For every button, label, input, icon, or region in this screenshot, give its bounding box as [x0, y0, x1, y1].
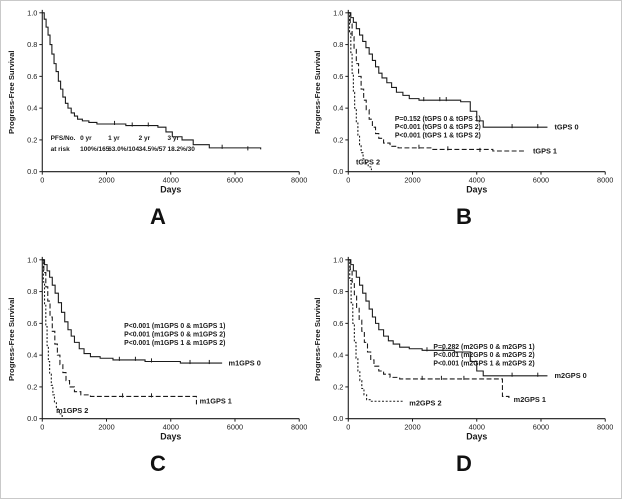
panel-b: 0 2000 4000 6000 8000 0.0 0.2 0.4 0.6 0.8 1.0 Days P… [311, 3, 617, 250]
svg-text:0.6: 0.6 [333, 72, 343, 81]
svg-text:0.8: 0.8 [27, 40, 37, 49]
svg-text:4000: 4000 [163, 175, 179, 184]
svg-text:tGPS 0: tGPS 0 [554, 123, 578, 132]
svg-text:0.8: 0.8 [27, 287, 37, 296]
svg-text:0: 0 [346, 422, 350, 431]
svg-text:4000: 4000 [469, 175, 485, 184]
svg-text:P<0.001 (m2GPS 0 & m2GPS 2): P<0.001 (m2GPS 0 & m2GPS 2) [433, 352, 534, 359]
svg-text:0.0: 0.0 [333, 167, 343, 176]
panel-label-a: A [150, 204, 166, 230]
panel-label-c: C [150, 450, 166, 476]
svg-text:34.5%/57: 34.5%/57 [139, 146, 167, 153]
svg-text:6000: 6000 [533, 422, 549, 431]
svg-text:0.8: 0.8 [333, 40, 343, 49]
svg-text:6000: 6000 [533, 175, 549, 184]
svg-text:1.0: 1.0 [333, 255, 343, 264]
svg-text:6000: 6000 [227, 175, 243, 184]
svg-text:Progress-Free Survival: Progress-Free Survival [7, 297, 16, 381]
panel-label-b: B [456, 204, 472, 230]
svg-text:m2GPS 1: m2GPS 1 [514, 395, 546, 404]
svg-text:P=0.282 (m2GPS 0 & m2GPS 1): P=0.282 (m2GPS 0 & m2GPS 1) [433, 343, 534, 350]
svg-text:2000: 2000 [404, 175, 420, 184]
svg-text:P<0.001 (tGPS 1 & tGPS 2): P<0.001 (tGPS 1 & tGPS 2) [395, 133, 481, 140]
svg-text:1.0: 1.0 [27, 255, 37, 264]
svg-text:0: 0 [40, 175, 44, 184]
svg-text:0.2: 0.2 [333, 135, 343, 144]
svg-text:Progress-Free Survival: Progress-Free Survival [313, 297, 322, 381]
svg-text:0.8: 0.8 [333, 287, 343, 296]
svg-text:0.2: 0.2 [27, 135, 37, 144]
svg-text:3 yr: 3 yr [168, 135, 180, 142]
svg-text:P=0.152 (tGPS 0 & tGPS 1): P=0.152 (tGPS 0 & tGPS 1) [395, 116, 481, 123]
svg-text:m1GPS 0: m1GPS 0 [229, 358, 261, 367]
svg-text:6000: 6000 [227, 422, 243, 431]
svg-text:P<0.001 (tGPS 0 & tGPS 2): P<0.001 (tGPS 0 & tGPS 2) [395, 124, 481, 131]
svg-text:tGPS 1: tGPS 1 [533, 146, 557, 155]
svg-text:8000: 8000 [597, 422, 613, 431]
svg-text:m2GPS 0: m2GPS 0 [554, 371, 586, 380]
svg-text:m1GPS 2: m1GPS 2 [56, 406, 88, 415]
survival-plot-a: 0 2000 4000 6000 8000 0.0 0.2 0.4 0.6 0.8 1.0 Days P… [7, 8, 308, 194]
svg-text:Progress-Free Survival: Progress-Free Survival [313, 50, 322, 134]
svg-text:0.2: 0.2 [333, 382, 343, 391]
svg-text:63.0%/104: 63.0%/104 [108, 146, 139, 153]
svg-text:0.6: 0.6 [333, 318, 343, 327]
svg-text:PFS/No.: PFS/No. [51, 135, 76, 142]
svg-text:2000: 2000 [98, 175, 114, 184]
svg-text:1.0: 1.0 [27, 8, 37, 17]
svg-text:2 yr: 2 yr [139, 135, 151, 142]
survival-plot-c: 0 2000 4000 6000 8000 0.0 0.2 0.4 0.6 0.8 1.0 Days P… [7, 255, 308, 441]
svg-text:Days: Days [160, 431, 181, 441]
svg-text:0.4: 0.4 [333, 104, 343, 113]
svg-text:P<0.001 (m2GPS 1 & m2GPS 2): P<0.001 (m2GPS 1 & m2GPS 2) [433, 360, 534, 367]
svg-text:0.6: 0.6 [27, 318, 37, 327]
svg-text:8000: 8000 [291, 175, 307, 184]
svg-text:0.4: 0.4 [27, 350, 37, 359]
svg-text:18.2%/30: 18.2%/30 [168, 146, 196, 153]
svg-text:Days: Days [466, 184, 487, 194]
svg-text:0.0: 0.0 [27, 167, 37, 176]
svg-text:0: 0 [346, 175, 350, 184]
svg-text:P<0.001 (m1GPS 0 & m1GPS 1): P<0.001 (m1GPS 0 & m1GPS 1) [124, 323, 225, 330]
svg-text:1.0: 1.0 [333, 8, 343, 17]
svg-text:2000: 2000 [98, 422, 114, 431]
svg-text:2000: 2000 [404, 422, 420, 431]
svg-text:0 yr: 0 yr [80, 135, 92, 142]
panel-label-d: D [456, 450, 472, 476]
svg-text:0.4: 0.4 [27, 104, 37, 113]
svg-text:0.0: 0.0 [333, 414, 343, 423]
svg-text:at risk: at risk [51, 146, 70, 153]
svg-text:4000: 4000 [163, 422, 179, 431]
svg-text:Progress-Free Survival: Progress-Free Survival [7, 50, 16, 134]
svg-text:m1GPS 1: m1GPS 1 [200, 396, 232, 405]
svg-text:0.6: 0.6 [27, 72, 37, 81]
svg-text:100%/165: 100%/165 [80, 146, 110, 153]
svg-text:P<0.001 (m1GPS 1 & m1GPS 2): P<0.001 (m1GPS 1 & m1GPS 2) [124, 339, 225, 346]
panel-c: 0 2000 4000 6000 8000 0.0 0.2 0.4 0.6 0.8 1.0 Days P… [5, 250, 311, 497]
survival-plot-d: 0 2000 4000 6000 8000 0.0 0.2 0.4 0.6 0.8 1.0 Days P… [313, 255, 614, 441]
svg-text:Days: Days [160, 184, 181, 194]
survival-plot-b: 0 2000 4000 6000 8000 0.0 0.2 0.4 0.6 0.8 1.0 Days P… [313, 8, 614, 194]
svg-text:0: 0 [40, 422, 44, 431]
svg-text:m2GPS 2: m2GPS 2 [409, 398, 441, 407]
svg-text:Days: Days [466, 431, 487, 441]
svg-text:P<0.001 (m1GPS 0 & m1GPS 2): P<0.001 (m1GPS 0 & m1GPS 2) [124, 331, 225, 338]
svg-text:0.4: 0.4 [333, 350, 343, 359]
panel-d: 0 2000 4000 6000 8000 0.0 0.2 0.4 0.6 0.8 1.0 Days P… [311, 250, 617, 497]
svg-text:8000: 8000 [291, 422, 307, 431]
svg-text:8000: 8000 [597, 175, 613, 184]
panel-a: 0 2000 4000 6000 8000 0.0 0.2 0.4 0.6 0.8 1.0 Days P… [5, 3, 311, 250]
svg-text:tGPS 2: tGPS 2 [356, 158, 380, 167]
svg-text:4000: 4000 [469, 422, 485, 431]
svg-text:0.2: 0.2 [27, 382, 37, 391]
svg-text:0.0: 0.0 [27, 414, 37, 423]
svg-text:1 yr: 1 yr [108, 135, 120, 142]
